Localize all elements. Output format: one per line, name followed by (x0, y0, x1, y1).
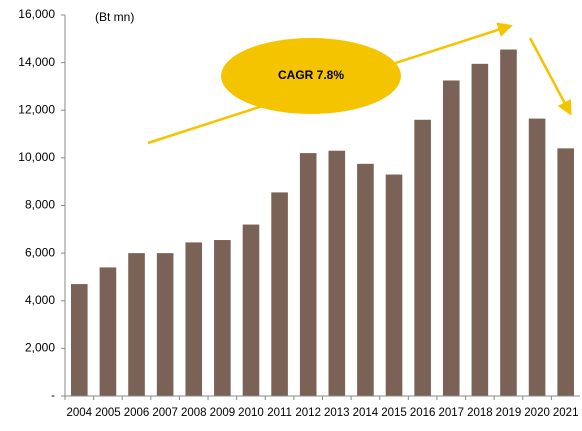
bar (385, 174, 403, 396)
x-tick-label: 2010 (238, 407, 264, 419)
decline-arrow (528, 37, 572, 116)
x-tick-label: 2012 (295, 407, 321, 419)
bar (414, 119, 431, 397)
bar (214, 240, 231, 396)
bar (128, 253, 145, 396)
bar (500, 49, 517, 396)
bar (299, 153, 317, 396)
x-tick-label: 2014 (353, 407, 379, 419)
bar (471, 63, 489, 397)
x-tick-label: 2021 (553, 407, 579, 419)
bar (357, 163, 374, 396)
bar (557, 148, 574, 396)
x-tick-label: 2004 (67, 407, 93, 419)
x-tick-label: 2020 (524, 407, 550, 419)
x-tick-label: 2019 (496, 407, 522, 419)
x-tick-label: 2009 (210, 407, 236, 419)
bar (242, 224, 260, 396)
unit-label: (Bt mn) (95, 10, 134, 24)
bar (271, 192, 288, 396)
annotation: CAGR 7.8% (278, 68, 344, 82)
annotation-bubble (221, 38, 401, 114)
x-tick-label: 2013 (324, 407, 350, 419)
bar (185, 242, 203, 396)
x-tick-label: 2015 (381, 407, 407, 419)
bar (528, 118, 546, 396)
y-tick-label: - (51, 388, 55, 402)
x-tick-label: 2005 (95, 407, 121, 419)
bar (328, 150, 346, 396)
bar (99, 267, 117, 396)
x-tick-label: 2006 (124, 407, 150, 419)
y-tick-label: 4,000 (25, 293, 55, 307)
y-tick-label: 8,000 (25, 198, 55, 212)
y-tick-label: 10,000 (18, 150, 55, 164)
bar (442, 80, 460, 396)
bar (156, 253, 174, 396)
y-tick-label: 16,000 (18, 7, 55, 21)
x-tick-label: 2016 (410, 407, 436, 419)
y-tick-label: 2,000 (25, 341, 55, 355)
y-tick-label: 12,000 (18, 102, 55, 116)
x-tick-label: 2011 (267, 407, 292, 419)
y-tick-label: 14,000 (18, 55, 55, 69)
x-tick-label: 2017 (438, 407, 464, 419)
x-tick-label: 2018 (467, 407, 493, 419)
y-tick-label: 6,000 (25, 245, 55, 259)
x-tick-label: 2007 (152, 407, 178, 419)
bar (71, 284, 88, 396)
x-tick-label: 2008 (181, 407, 207, 419)
